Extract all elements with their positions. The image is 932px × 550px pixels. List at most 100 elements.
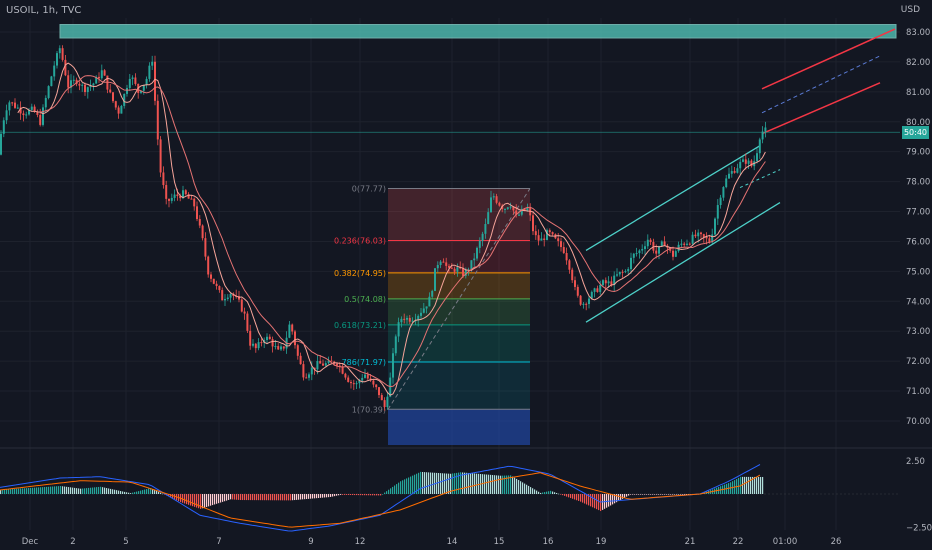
candle-body [761, 131, 764, 140]
candle-body [294, 331, 296, 346]
macd-histogram-bar [94, 487, 96, 494]
candle-body [655, 250, 658, 254]
candle-body [162, 172, 165, 186]
candle-body [148, 65, 151, 79]
macd-histogram-bar [26, 488, 28, 494]
macd-histogram-bar [402, 480, 404, 494]
macd-histogram-bar [506, 475, 508, 494]
candle-body [450, 267, 453, 269]
macd-histogram-bar [388, 489, 390, 494]
macd-histogram-bar [226, 494, 228, 501]
candle-body [350, 381, 352, 384]
candle-body [375, 384, 378, 388]
macd-histogram-bar [556, 492, 558, 494]
macd-histogram-bar [224, 494, 226, 502]
macd-histogram-bar [382, 494, 384, 495]
macd-histogram-bar [564, 494, 566, 496]
candle-body [173, 194, 176, 198]
macd-histogram-bar [140, 490, 142, 494]
candle-body [506, 207, 509, 209]
candle-body [184, 190, 187, 195]
macd-histogram-bar [306, 494, 308, 500]
macd-histogram-bar [200, 494, 202, 509]
candle-body [330, 360, 333, 362]
time-tick-label: 2 [70, 537, 75, 547]
candle-body [277, 346, 280, 350]
macd-histogram-bar [160, 492, 162, 494]
macd-histogram-bar [16, 488, 18, 494]
macd-histogram-bar [744, 476, 746, 494]
macd-histogram-bar [444, 473, 446, 494]
candle-body [260, 342, 263, 344]
candle-body [436, 265, 439, 269]
candle-body [445, 262, 448, 266]
macd-histogram-bar [198, 494, 200, 509]
macd-histogram-bar [24, 488, 26, 494]
time-tick-label: 19 [596, 537, 607, 547]
macd-histogram-bar [76, 488, 78, 494]
macd-histogram-bar [578, 494, 580, 501]
candle-body [490, 197, 492, 213]
macd-histogram-bar [458, 472, 460, 494]
candle-body [610, 281, 613, 285]
macd-histogram-bar [114, 489, 116, 494]
macd-histogram-bar [240, 494, 242, 501]
candle-body [526, 207, 529, 211]
macd-histogram-bar [540, 492, 542, 494]
macd-histogram-bar [760, 476, 762, 494]
candle-body [425, 306, 428, 309]
macd-histogram-bar [492, 475, 494, 494]
price-tick-label: 83.00 [906, 28, 930, 38]
macd-histogram-bar [278, 494, 280, 501]
macd-histogram-bar [146, 489, 148, 494]
macd-histogram-bar [308, 494, 310, 499]
candle-body [182, 190, 184, 199]
candle-body [313, 367, 316, 370]
candle-body [565, 252, 568, 261]
macd-histogram-bar [410, 476, 412, 494]
macd-histogram-bar [172, 494, 174, 499]
price-tick-label: 78.00 [906, 178, 930, 188]
candle-body [523, 208, 526, 211]
candle-body [50, 76, 53, 87]
macd-histogram-bar [218, 494, 220, 504]
candle-body [616, 274, 618, 276]
macd-histogram-bar [622, 494, 624, 499]
macd-histogram-bar [570, 494, 572, 499]
macd-histogram-bar [518, 480, 520, 494]
macd-histogram-bar [508, 475, 510, 494]
candle-body [697, 232, 700, 237]
candle-body [196, 206, 198, 220]
fib-level-label: 0.382(74.95) [334, 269, 386, 278]
macd-histogram-bar [470, 473, 472, 494]
macd-histogram-bar [262, 494, 264, 501]
candle-body [596, 288, 599, 292]
macd-histogram-bar [222, 494, 224, 502]
candle-body [151, 61, 154, 66]
candle-body [299, 355, 302, 365]
macd-histogram-bar [216, 494, 218, 504]
macd-histogram-bar [370, 494, 372, 496]
macd-histogram-bar [284, 494, 286, 501]
candle-body [42, 107, 44, 125]
candle-body [730, 171, 733, 174]
macd-histogram-bar [762, 476, 764, 494]
candle-body [282, 346, 285, 349]
candle-body [439, 261, 442, 266]
macd-histogram-bar [186, 494, 188, 505]
macd-histogram-bar [294, 494, 296, 501]
projection-mid-line [761, 55, 881, 114]
candle-body [336, 363, 338, 366]
macd-histogram-bar [376, 494, 378, 496]
macd-histogram-bar [64, 486, 66, 494]
macd-histogram-bar [228, 494, 230, 500]
macd-histogram-bar [20, 488, 22, 494]
candle-body [28, 109, 30, 115]
candle-body [389, 377, 392, 397]
macd-histogram-bar [416, 473, 418, 494]
macd-histogram-bar [574, 494, 576, 500]
macd-histogram-bar [316, 494, 318, 499]
macd-histogram-bar [394, 485, 396, 494]
candle-body [632, 253, 635, 258]
